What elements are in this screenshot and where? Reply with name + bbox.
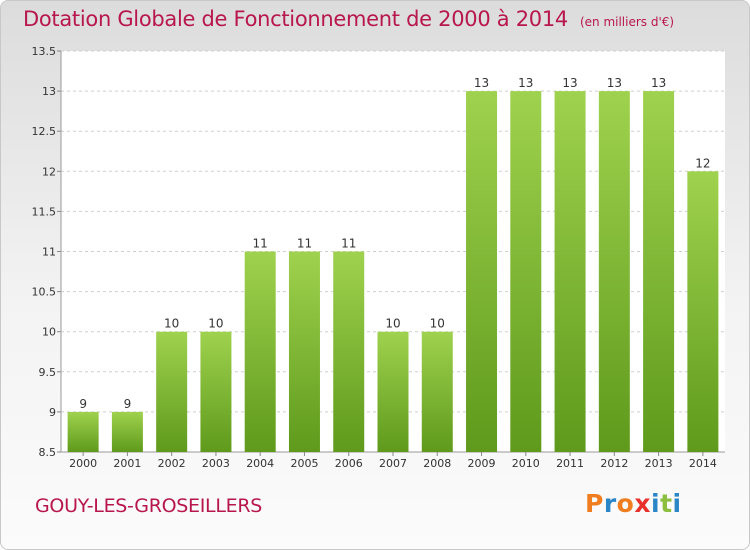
x-tick-label: 2000 — [69, 457, 97, 470]
y-tick-label: 13.5 — [32, 45, 57, 58]
logo-letter: t — [660, 489, 673, 518]
data-label: 13 — [651, 76, 666, 90]
logo-letter: o — [616, 489, 635, 518]
data-label: 11 — [253, 237, 268, 251]
x-tick-label: 2007 — [379, 457, 407, 470]
bar-2009 — [466, 91, 498, 452]
logo-letter: x — [634, 489, 651, 518]
x-tick-label: 2002 — [158, 457, 186, 470]
logo-letter: i — [672, 489, 682, 518]
bar-2008 — [421, 331, 453, 452]
x-tick-label: 2009 — [468, 457, 496, 470]
y-tick-label: 13 — [42, 85, 56, 98]
data-label: 10 — [430, 317, 445, 331]
bar-2005 — [288, 251, 320, 452]
chart-title: Dotation Globale de Fonctionnement de 20… — [23, 7, 568, 31]
x-tick-label: 2013 — [645, 457, 673, 470]
logo-letter: P — [585, 489, 604, 518]
bar-2011 — [554, 91, 586, 452]
data-label: 9 — [124, 397, 132, 411]
proxiti-logo: Proxiti — [585, 489, 682, 518]
chart-subtitle: (en milliers d'€) — [579, 15, 675, 29]
logo-letter: i — [651, 489, 661, 518]
data-label: 10 — [164, 317, 179, 331]
data-label: 10 — [385, 317, 400, 331]
y-tick-label: 12.5 — [32, 125, 57, 138]
data-label: 12 — [695, 156, 710, 170]
chart-header: Dotation Globale de Fonctionnement de 20… — [23, 7, 674, 31]
y-tick-label: 11.5 — [32, 205, 57, 218]
data-label: 13 — [518, 76, 533, 90]
data-label: 9 — [79, 397, 87, 411]
x-tick-label: 2014 — [689, 457, 717, 470]
commune-name: GOUY-LES-GROSEILLERS — [35, 495, 262, 517]
y-tick-label: 10 — [42, 326, 56, 339]
data-label: 13 — [562, 76, 577, 90]
y-tick-label: 9 — [49, 406, 56, 419]
x-tick-label: 2008 — [423, 457, 451, 470]
x-tick-label: 2011 — [556, 457, 584, 470]
x-tick-label: 2001 — [113, 457, 141, 470]
bar-2014 — [687, 171, 719, 453]
y-tick-label: 11 — [42, 246, 56, 259]
logo-letter: r — [603, 489, 617, 518]
x-tick-label: 2005 — [290, 457, 318, 470]
data-label: 11 — [341, 237, 356, 251]
data-label: 13 — [474, 76, 489, 90]
x-tick-label: 2010 — [512, 457, 540, 470]
data-label: 10 — [208, 317, 223, 331]
bar-2010 — [510, 91, 542, 452]
y-tick-label: 10.5 — [32, 286, 57, 299]
bar-2002 — [156, 331, 188, 452]
data-label: 11 — [297, 237, 312, 251]
bar-2004 — [244, 251, 276, 452]
bar-2006 — [333, 251, 365, 452]
bar-2001 — [111, 411, 143, 452]
y-tick-label: 9.5 — [39, 366, 57, 379]
bar-2013 — [643, 91, 675, 452]
y-tick-label: 12 — [42, 165, 56, 178]
bar-2012 — [598, 91, 630, 452]
x-tick-label: 2006 — [335, 457, 363, 470]
y-tick-label: 8.5 — [39, 446, 57, 459]
data-label: 13 — [607, 76, 622, 90]
bar-2003 — [200, 331, 232, 452]
bar-2000 — [67, 411, 99, 452]
x-tick-label: 2003 — [202, 457, 230, 470]
x-tick-label: 2012 — [600, 457, 628, 470]
x-tick-label: 2004 — [246, 457, 274, 470]
bar-2007 — [377, 331, 409, 452]
